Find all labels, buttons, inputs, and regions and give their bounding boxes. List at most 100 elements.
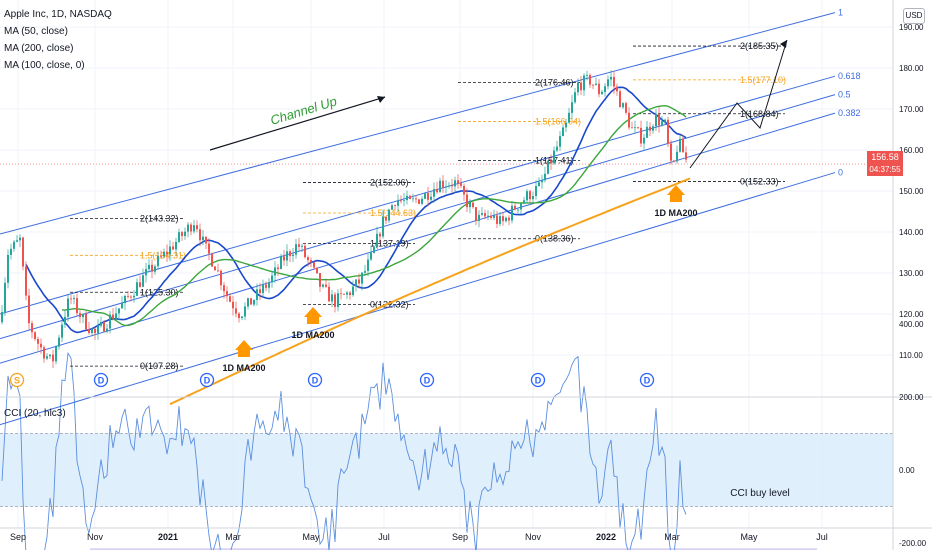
candle-body bbox=[295, 244, 297, 255]
y-tick-label: 120.00 bbox=[899, 310, 924, 319]
candle-body bbox=[517, 209, 519, 211]
candle-body bbox=[655, 114, 657, 127]
candle-body bbox=[313, 262, 315, 268]
candle-body bbox=[154, 266, 156, 272]
candle-body bbox=[130, 296, 132, 298]
candle-body bbox=[70, 298, 72, 300]
candle-body bbox=[226, 291, 228, 297]
candle-body bbox=[310, 260, 312, 263]
candle-body bbox=[523, 200, 525, 204]
y-tick-label: 140.00 bbox=[899, 228, 924, 237]
last-price-tag: 156.58 bbox=[867, 151, 903, 164]
candle-body bbox=[16, 240, 18, 242]
candle-body bbox=[619, 91, 621, 108]
candle-body bbox=[490, 215, 492, 218]
candle-body bbox=[616, 86, 618, 92]
candle-body bbox=[403, 200, 405, 201]
fib-label: 1(168.84) bbox=[740, 109, 779, 119]
event-marker-label: D bbox=[98, 376, 105, 386]
candle-body bbox=[166, 251, 168, 255]
candle-body bbox=[661, 121, 663, 126]
candle-body bbox=[373, 246, 375, 253]
candle-body bbox=[46, 356, 48, 359]
candle-body bbox=[505, 217, 507, 222]
projection-arrow-head bbox=[780, 40, 787, 48]
candle-body bbox=[415, 198, 417, 200]
channel-up-label: Channel Up bbox=[268, 93, 338, 127]
candle-body bbox=[265, 284, 267, 288]
candle-body bbox=[121, 303, 123, 309]
ma200-arrow bbox=[304, 307, 322, 324]
candle-body bbox=[625, 103, 627, 113]
candle-body bbox=[256, 289, 258, 300]
candle-body bbox=[550, 160, 552, 164]
candle-body bbox=[559, 136, 561, 147]
candle-body bbox=[28, 295, 30, 324]
candle-body bbox=[442, 180, 444, 188]
candle-body bbox=[223, 285, 225, 292]
candle-body bbox=[451, 185, 453, 187]
candle-body bbox=[598, 83, 600, 95]
candle-body bbox=[328, 286, 330, 302]
candle-body bbox=[394, 205, 396, 206]
candle-body bbox=[454, 180, 456, 187]
candle-body bbox=[133, 295, 135, 298]
candle-body bbox=[673, 160, 675, 162]
candle-body bbox=[220, 270, 222, 286]
dividend-marker bbox=[93, 372, 109, 388]
candle-body bbox=[676, 151, 678, 162]
fib-label: 2(152.06) bbox=[370, 178, 409, 188]
ma200-label: 1D MA200 bbox=[654, 208, 697, 218]
candle-body bbox=[4, 282, 6, 312]
candle-body bbox=[100, 322, 102, 326]
dividend-marker bbox=[307, 372, 323, 388]
candle-body bbox=[577, 82, 579, 93]
candle-body bbox=[199, 229, 201, 241]
candle-body bbox=[631, 127, 633, 129]
split-marker bbox=[9, 372, 25, 388]
candle-body bbox=[13, 241, 15, 249]
x-tick-label: Jul bbox=[378, 532, 390, 542]
candle-body bbox=[139, 282, 141, 287]
candle-body bbox=[535, 185, 537, 196]
candle-body bbox=[208, 243, 210, 254]
candle-body bbox=[238, 313, 240, 319]
candle-body bbox=[472, 202, 474, 208]
candle-body bbox=[319, 273, 321, 287]
candle-body bbox=[382, 216, 384, 237]
candle-body bbox=[64, 316, 66, 325]
candle-body bbox=[526, 191, 528, 201]
y-tick-label: 180.00 bbox=[899, 64, 924, 73]
y-tick-label: 190.00 bbox=[899, 23, 924, 32]
candle-body bbox=[196, 225, 198, 230]
candle-body bbox=[556, 146, 558, 151]
candle-body bbox=[481, 213, 483, 215]
channel-line-0.618 bbox=[0, 75, 836, 315]
event-marker-label: D bbox=[424, 376, 431, 386]
candle-body bbox=[364, 270, 366, 273]
legend-ma50: MA (50, close) bbox=[4, 26, 68, 37]
cci-line bbox=[1, 351, 687, 550]
legend-ma100: MA (100, close, 0) bbox=[4, 60, 85, 71]
candle-body bbox=[493, 215, 495, 218]
cci-panel: CCI buy level bbox=[0, 351, 893, 550]
candle-body bbox=[229, 296, 231, 302]
currency-button[interactable]: USD bbox=[903, 8, 925, 24]
channel-level-label: 0.618 bbox=[838, 71, 861, 81]
candle-body bbox=[409, 195, 411, 199]
candle-body bbox=[91, 328, 93, 333]
fib-label: 2(176.46) bbox=[535, 78, 574, 88]
candle-body bbox=[571, 102, 573, 113]
candle-body bbox=[37, 338, 39, 344]
candle-body bbox=[379, 233, 381, 237]
candle-body bbox=[235, 308, 237, 314]
candle-body bbox=[289, 251, 291, 257]
fib-label: 1.5(166.94) bbox=[535, 117, 581, 127]
candle-body bbox=[658, 114, 660, 126]
candle-body bbox=[277, 267, 279, 269]
channel-level-label: 0 bbox=[838, 168, 843, 178]
candle-body bbox=[211, 253, 213, 267]
cci-buy-zone bbox=[90, 548, 817, 550]
ma200-label: 1D MA200 bbox=[291, 330, 334, 340]
